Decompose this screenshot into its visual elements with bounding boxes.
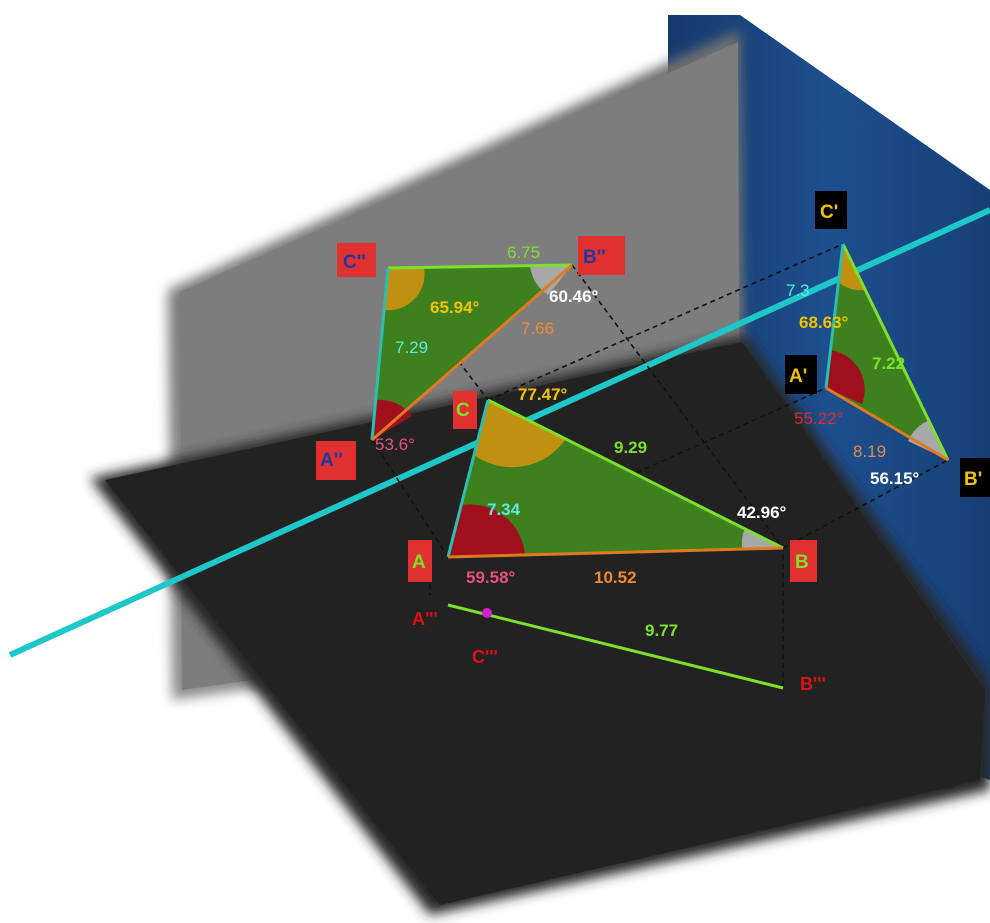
side-ab-value: 10.52 <box>594 568 637 587</box>
angle-a2-value: 53.6° <box>375 435 415 454</box>
point-label-a1: A' <box>789 366 807 387</box>
point-label-a: A <box>412 552 426 573</box>
angle-c1-value: 68.63° <box>799 313 849 332</box>
angle-a1-value: 55.22° <box>794 409 843 428</box>
angle-c-value: 77.47° <box>518 385 568 404</box>
side-b1c1-value: 7.22 <box>872 354 905 373</box>
label-box-a <box>408 540 432 582</box>
side-a2b2-value: 7.66 <box>521 319 554 338</box>
point-label-a2: A'' <box>320 450 343 471</box>
label-box-c1 <box>815 191 847 229</box>
point-label-b1: B' <box>964 469 982 490</box>
angle-b1-value: 56.15° <box>870 469 920 488</box>
label-box-b1 <box>960 458 990 497</box>
label-box-a1 <box>785 355 817 394</box>
front-triangle <box>370 263 573 442</box>
angle-a-value: 59.58° <box>466 568 516 587</box>
point-label-c1: C' <box>820 202 838 223</box>
side-a1b1-value: 8.19 <box>853 442 886 461</box>
point-c3 <box>482 608 492 618</box>
label-box-c2 <box>337 243 376 277</box>
side-b2c2-value: 6.75 <box>507 243 540 262</box>
main-triangle <box>446 398 784 559</box>
side-ac-value: 7.34 <box>487 500 521 519</box>
point-label-b: B <box>795 552 809 573</box>
point-label-c3: C''' <box>472 647 498 667</box>
point-label-c2: C'' <box>343 252 366 273</box>
bottom-segment <box>447 603 784 690</box>
point-label-a3: A''' <box>412 609 438 629</box>
label-box-b <box>790 540 817 582</box>
label-box-a2 <box>316 441 356 480</box>
point-label-b3: B''' <box>800 674 826 694</box>
side-a3b3-value: 9.77 <box>645 621 678 640</box>
side-triangle <box>824 243 950 462</box>
point-label-b2: B'' <box>583 247 606 268</box>
label-box-b2 <box>578 236 625 275</box>
side-a1c1-value: 7.3 <box>786 281 810 300</box>
angle-c2-value: 65.94° <box>430 298 480 317</box>
side-bc-value: 9.29 <box>614 438 647 457</box>
side-a2c2-value: 7.29 <box>395 338 428 357</box>
angle-b2-value: 60.46° <box>549 287 599 306</box>
point-label-c: C <box>456 400 470 421</box>
label-box-c <box>453 391 477 429</box>
angle-b-value: 42.96° <box>737 503 787 522</box>
